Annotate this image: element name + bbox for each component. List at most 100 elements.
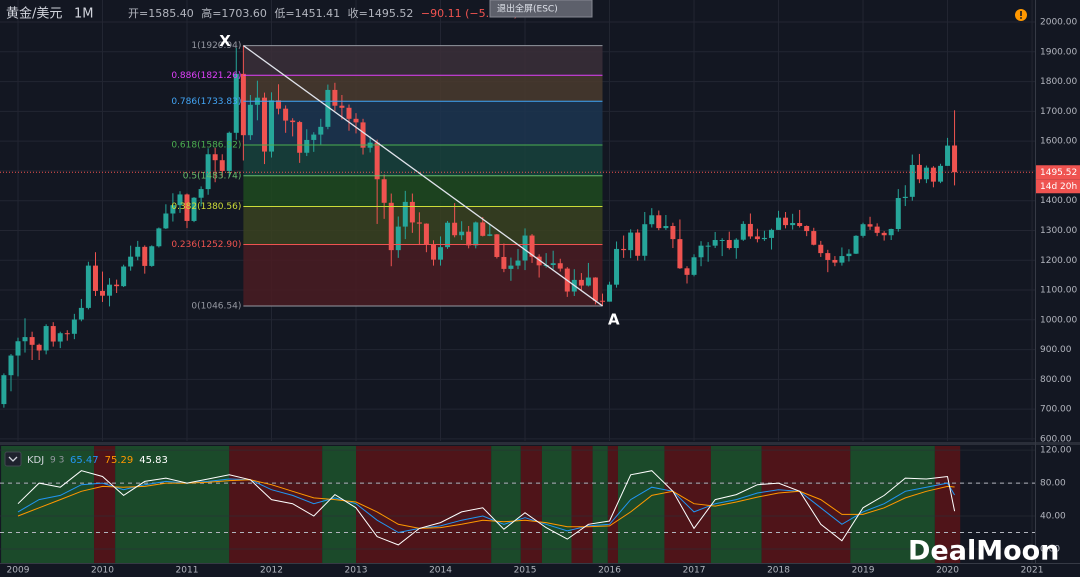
- candle-body: [874, 226, 880, 233]
- candle-body: [184, 194, 190, 221]
- y-tick-label: 120.00: [1040, 446, 1072, 456]
- candle-body: [797, 223, 803, 227]
- y-tick-label: 700.00: [1040, 405, 1072, 415]
- candle-body: [353, 118, 359, 123]
- kdj-line: [17, 478, 956, 534]
- kdj-zone: [491, 446, 521, 563]
- candle-body: [663, 226, 669, 229]
- candle-body: [332, 89, 338, 106]
- candle-body: [726, 240, 732, 249]
- y-tick-label: 1200.00: [1040, 256, 1077, 266]
- candle-body: [839, 256, 845, 263]
- candle-body: [635, 232, 641, 256]
- alert-icon[interactable]: [1015, 9, 1027, 21]
- candle-body: [909, 164, 915, 197]
- candle-body: [719, 240, 725, 242]
- candle-body: [578, 279, 584, 286]
- x-tick-label: 2014: [429, 566, 452, 576]
- exit-fullscreen[interactable]: 退出全屏(ESC): [489, 0, 593, 18]
- kdj-zone: [541, 446, 572, 563]
- chevron[interactable]: [8, 456, 18, 462]
- candle-body: [325, 89, 331, 127]
- candle-body: [621, 248, 627, 251]
- x-tick-label: 2017: [683, 566, 706, 576]
- candle-body: [818, 244, 824, 254]
- indicator-params: 9 3: [50, 456, 64, 466]
- kdj-line: [17, 479, 955, 529]
- candle-body: [761, 237, 767, 240]
- candle-body: [374, 142, 380, 180]
- kdj-zone: [607, 446, 618, 563]
- candle-body: [381, 179, 387, 203]
- candle-body: [642, 224, 648, 256]
- candle-body: [29, 337, 35, 345]
- candle-body: [550, 263, 556, 266]
- y-tick-label: 1800.00: [1040, 77, 1077, 87]
- x-tick-label: 2020: [936, 566, 959, 576]
- candle-body: [1, 375, 7, 405]
- candle-body: [769, 229, 775, 238]
- candle-body: [459, 231, 465, 236]
- candle-body: [431, 244, 437, 260]
- candle-body: [600, 300, 606, 302]
- candle-body: [508, 265, 514, 269]
- candle-body: [149, 246, 155, 266]
- candle-body: [50, 326, 56, 342]
- candle-body: [163, 213, 169, 229]
- low: 低=1451.41: [274, 7, 340, 20]
- candle-body: [614, 248, 620, 285]
- collapse-button[interactable]: [4, 451, 22, 467]
- candle-body: [677, 239, 683, 269]
- candle-body: [656, 215, 662, 229]
- fib-label: 0.886(1821.26): [171, 71, 241, 81]
- y-tick-label: 900.00: [1040, 345, 1072, 355]
- candle-body: [304, 139, 310, 153]
- candle-body: [698, 245, 704, 258]
- candle-body: [395, 226, 401, 251]
- candle-body: [930, 167, 936, 182]
- kdj-zone: [571, 446, 593, 563]
- indicator-value: 65.47: [70, 455, 99, 466]
- button-label[interactable]: 退出全屏(ESC): [497, 3, 558, 15]
- candle-body: [409, 201, 415, 223]
- fib-label: 1(1920.94): [191, 41, 241, 51]
- kdj-zone: [934, 446, 961, 563]
- candle-body: [832, 259, 838, 263]
- candle-body: [71, 319, 77, 334]
- countdown-box: [1036, 179, 1080, 194]
- candle-body: [592, 277, 598, 301]
- candle-body: [36, 344, 42, 351]
- kdj-zone: [115, 446, 230, 563]
- kdj-zone: [520, 446, 542, 563]
- candle-body: [733, 239, 739, 249]
- candle-body: [346, 107, 352, 119]
- candle-body: [219, 160, 225, 171]
- candle-body: [853, 235, 859, 254]
- candle-body: [670, 226, 676, 240]
- y-tick-label: 1600.00: [1040, 137, 1077, 147]
- candle-body: [92, 265, 98, 291]
- fib-band: [243, 101, 603, 146]
- kdj-legend: KDJ 9 3 65.47 75.29 45.83: [4, 451, 168, 467]
- alert-mark[interactable]: [1020, 11, 1022, 16]
- fib-band: [243, 244, 603, 306]
- kdj-line: [17, 470, 956, 546]
- candle-body: [923, 167, 929, 180]
- button-bg[interactable]: [489, 0, 593, 18]
- symbol: 黄金/美元: [6, 6, 62, 22]
- alert-dot[interactable]: [1020, 17, 1022, 19]
- annotation: A: [608, 310, 620, 328]
- indicator-title: KDJ: [27, 455, 44, 466]
- candle-body: [142, 246, 148, 266]
- trend-line: [242, 45, 603, 307]
- candle-body: [114, 284, 120, 287]
- candle-body: [339, 105, 345, 108]
- candle-body: [85, 265, 91, 308]
- candle-body: [825, 253, 831, 260]
- y-tick-label: 1900.00: [1040, 47, 1077, 57]
- candle-body: [311, 134, 317, 140]
- candle-body: [240, 73, 246, 136]
- candle-body: [156, 228, 162, 247]
- candle-body: [360, 122, 366, 148]
